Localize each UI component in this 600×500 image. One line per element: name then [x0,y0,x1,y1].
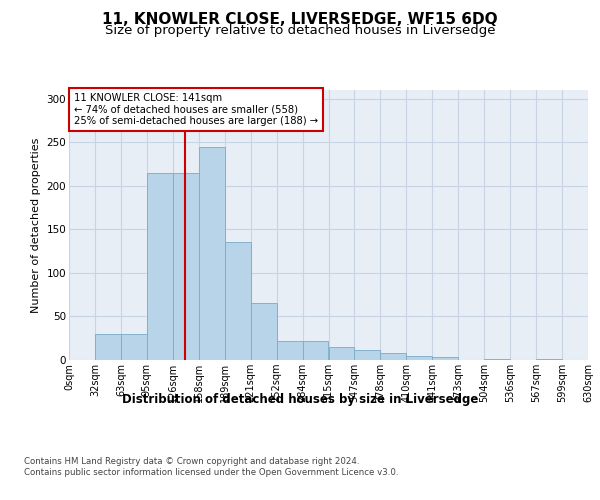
Y-axis label: Number of detached properties: Number of detached properties [31,138,41,312]
Text: Contains HM Land Registry data © Crown copyright and database right 2024.
Contai: Contains HM Land Registry data © Crown c… [24,458,398,477]
Text: Size of property relative to detached houses in Liversedge: Size of property relative to detached ho… [105,24,495,37]
Text: 11, KNOWLER CLOSE, LIVERSEDGE, WF15 6DQ: 11, KNOWLER CLOSE, LIVERSEDGE, WF15 6DQ [102,12,498,28]
Bar [432,358,458,360]
Bar [95,334,121,360]
Bar [329,347,355,360]
Bar [224,242,251,360]
Bar [380,353,406,360]
Bar [173,172,199,360]
Bar [302,341,329,360]
Bar [199,146,224,360]
Text: 11 KNOWLER CLOSE: 141sqm
← 74% of detached houses are smaller (558)
25% of semi-: 11 KNOWLER CLOSE: 141sqm ← 74% of detach… [74,92,319,126]
Bar [355,350,380,360]
Bar [277,341,302,360]
Bar [121,334,147,360]
Text: Distribution of detached houses by size in Liversedge: Distribution of detached houses by size … [122,392,478,406]
Bar [251,304,277,360]
Bar [536,359,562,360]
Bar [406,356,432,360]
Bar [147,172,173,360]
Bar [484,359,510,360]
